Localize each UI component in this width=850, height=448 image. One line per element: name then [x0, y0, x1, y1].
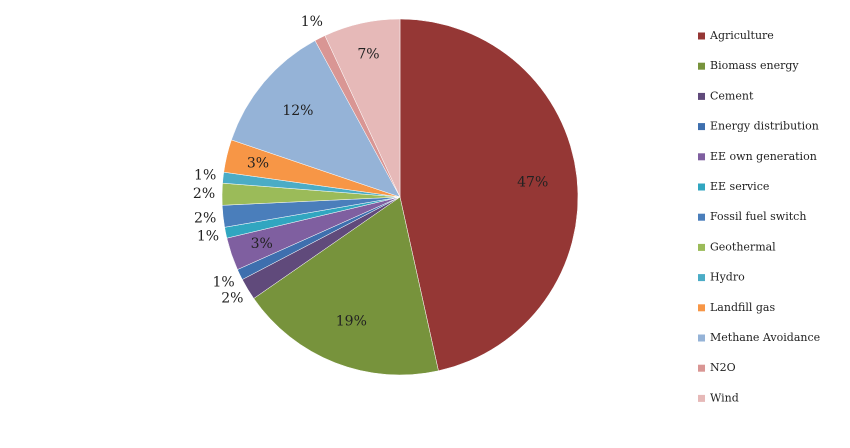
- legend-label: Wind: [710, 391, 739, 404]
- data-label: 3%: [251, 236, 273, 252]
- legend-swatch: [698, 394, 705, 402]
- legend-label: Cement: [710, 89, 754, 102]
- legend-swatch: [698, 62, 705, 70]
- legend-swatch: [698, 243, 705, 251]
- data-label: 2%: [194, 210, 216, 226]
- data-label: 1%: [301, 14, 323, 30]
- legend-swatch: [698, 213, 705, 221]
- legend-label: Agriculture: [709, 29, 774, 42]
- pie-slice: [399, 18, 579, 372]
- data-label: 12%: [282, 103, 313, 119]
- legend-label: Energy distribution: [710, 120, 819, 133]
- legend-swatch: [698, 334, 705, 342]
- legend-swatch: [698, 123, 705, 131]
- legend: Agriculture Biomass energy Cement Energy di…: [698, 29, 820, 404]
- pie-slice: [231, 40, 401, 198]
- legend-label: Geothermal: [710, 240, 776, 253]
- data-label: 19%: [336, 313, 367, 329]
- legend-swatch: [698, 32, 705, 40]
- legend-swatch: [698, 183, 705, 191]
- data-label: 47%: [517, 174, 548, 190]
- data-label: 1%: [212, 274, 234, 290]
- legend-label: EE own generation: [710, 150, 817, 163]
- legend-label: Biomass energy: [710, 59, 799, 72]
- pie-slice: [324, 18, 401, 198]
- legend-swatch: [698, 274, 705, 282]
- pie-slice: [253, 196, 439, 376]
- legend-label: Landfill gas: [710, 301, 775, 314]
- legend-label: Hydro: [710, 271, 745, 284]
- data-label: 1%: [197, 228, 219, 244]
- data-label: 2%: [221, 290, 243, 306]
- legend-swatch: [698, 364, 705, 372]
- legend-swatch: [698, 92, 705, 100]
- data-label: 1%: [194, 168, 216, 184]
- legend-label: Methane Avoidance: [710, 331, 820, 344]
- data-label: 7%: [357, 46, 379, 62]
- legend-swatch: [698, 304, 705, 312]
- data-label: 2%: [193, 186, 215, 202]
- legend-label: Fossil fuel switch: [710, 210, 806, 223]
- legend-label: EE service: [710, 180, 769, 193]
- legend-label: N2O: [710, 361, 736, 374]
- data-label: 3%: [247, 155, 269, 171]
- pie: 47%19%2%1%3%1%2%2%1%3%12%1%7%: [193, 14, 579, 376]
- legend-swatch: [698, 153, 705, 161]
